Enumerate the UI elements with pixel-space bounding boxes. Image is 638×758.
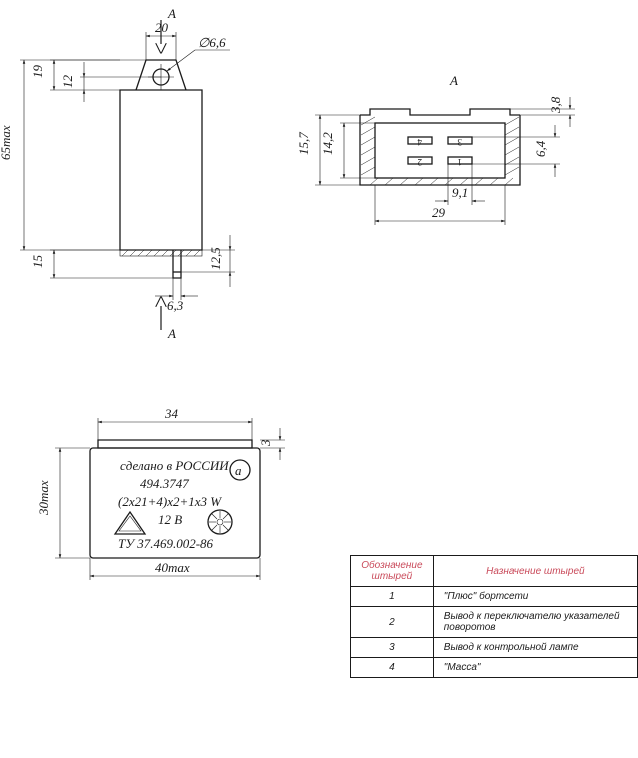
dim-plate-wtop: 34: [164, 406, 179, 421]
dim-outer-h: 15,7: [296, 132, 311, 155]
dim-slot-w: 9,1: [452, 185, 468, 200]
label-plate-view: сделано в РОССИИ 494.3747 (2х21+4)х2+1х3…: [36, 406, 285, 580]
front-view: 20 ∅6,6 65max 19 12: [0, 6, 235, 341]
dim-tab-height: 19: [30, 65, 45, 79]
dim-tab-width: 20: [155, 20, 169, 35]
fan-icon: [208, 510, 232, 534]
table-header-col2: Назначение штырей: [433, 556, 637, 587]
table-row: 1"Плюс" бортсети: [351, 587, 638, 607]
dim-plate-lip: 3: [258, 439, 273, 447]
svg-text:4: 4: [417, 137, 422, 147]
svg-text:1: 1: [458, 157, 463, 167]
svg-text:3: 3: [457, 137, 462, 147]
plate-line5: ТУ 37.469.002-86: [118, 536, 214, 551]
section-label-top: A: [167, 6, 176, 21]
dim-plate-h: 30max: [36, 480, 51, 516]
svg-text:a: a: [235, 463, 242, 478]
section-label-bottom: A: [167, 326, 176, 341]
dim-slot-h: 6,4: [533, 140, 548, 157]
dim-hole-dia: ∅6,6: [198, 35, 226, 50]
dim-tab-inner: 12: [60, 75, 75, 89]
plate-line4: 12 В: [158, 512, 182, 527]
pin-table: Обозначение штырей Назначение штырей 1"П…: [350, 555, 638, 678]
dim-inner-h: 14,2: [320, 132, 335, 155]
plate-line3: (2х21+4)х2+1х3 W: [118, 494, 222, 509]
section-a-view: A 1 2 3 4: [296, 73, 575, 225]
plate-line2: 494.3747: [140, 476, 189, 491]
table-row: 4"Масса": [351, 658, 638, 678]
table-row: 2Вывод к переключателю указателей поворо…: [351, 607, 638, 638]
dim-height-max: 65max: [0, 125, 13, 160]
section-a-title: A: [449, 73, 458, 88]
logo-icon: a: [230, 460, 250, 480]
dim-pin-inner: 12,5: [208, 247, 223, 270]
dim-outer-w: 29: [432, 205, 446, 220]
dim-plate-wbot: 40max: [155, 560, 190, 575]
svg-text:2: 2: [418, 157, 423, 167]
table-header-col1: Обозначение штырей: [351, 556, 434, 587]
dim-pin-width: 6,3: [167, 298, 184, 313]
plate-line1: сделано в РОССИИ: [120, 458, 229, 473]
dim-pin-depth: 15: [30, 255, 45, 269]
table-row: 3Вывод к контрольной лампе: [351, 638, 638, 658]
warning-triangle-icon: [115, 512, 145, 534]
dim-lip: 3,8: [548, 96, 563, 114]
